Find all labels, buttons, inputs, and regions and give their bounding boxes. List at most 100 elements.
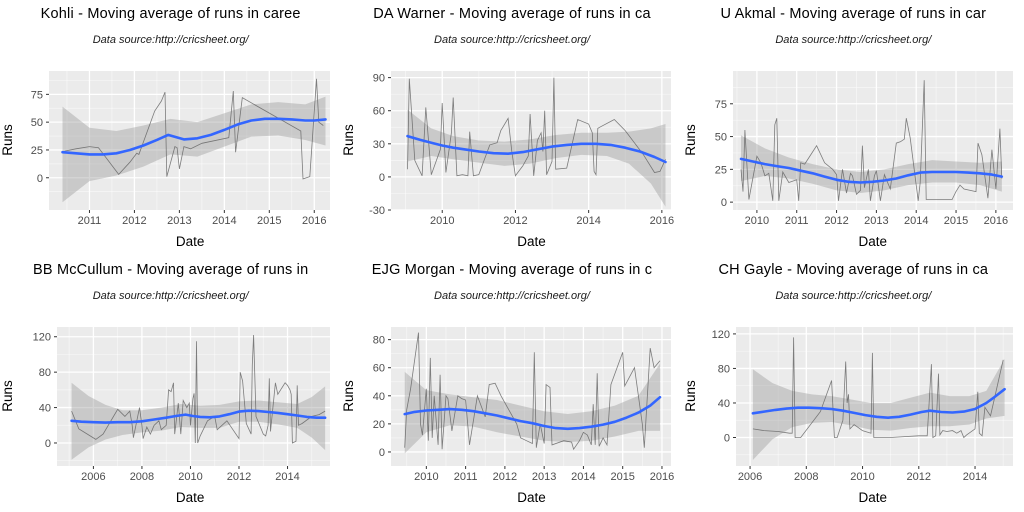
y-axis-label: Runs [682, 380, 698, 412]
runs-line [404, 332, 661, 451]
plot-area-u-akmal: 2010 2011 2012 2013 2014 2015 2016 0 25 50 75 [714, 71, 1013, 227]
y-tick-label: 0 [379, 172, 385, 184]
confidence-band [740, 135, 1002, 193]
x-tick-label: 2013 [167, 215, 191, 227]
y-tick-label: 75 [714, 99, 726, 111]
y-tick-label: 30 [373, 139, 385, 151]
confidence-band [752, 358, 1005, 460]
x-tick-label: 2006 [737, 471, 761, 483]
y-tick-label: 80 [39, 367, 51, 379]
chart-title: CH Gayle - Moving average of runs in ca [718, 262, 989, 278]
x-tick-label: 2012 [227, 471, 251, 483]
runs-line [407, 77, 667, 177]
x-tick-label: 2010 [430, 215, 454, 227]
y-tick-label: 0 [721, 197, 727, 209]
x-tick-label: 2016 [302, 215, 326, 227]
plot-area-kohli: 2011 2012 2013 2014 2015 2016 0 25 50 75 [31, 71, 330, 227]
runs-line [71, 334, 326, 444]
x-axis-label: Date [858, 234, 888, 249]
x-tick-label: 2012 [493, 471, 517, 483]
y-tick-label: 0 [37, 173, 43, 185]
plot-area-da-warner: 2010 2012 2014 2016 -30 0 30 60 90 [369, 71, 674, 227]
x-axis-label: Date [175, 490, 205, 505]
y-axis-label: Runs [341, 380, 357, 412]
y-axis-label: Runs [0, 380, 15, 412]
y-axis-label: Runs [682, 124, 698, 156]
plot-area-bb-mccullum: 2006 2008 2010 2012 2014 0 40 80 120 [33, 327, 330, 483]
y-tick-label: 90 [373, 73, 385, 85]
chart-subtitle: Data source:http://cricsheet.org/ [434, 34, 590, 46]
plot-area-ejg-morgan: 2010 2011 2012 2013 2014 2015 2016 0 20 40 60 80 [373, 327, 675, 483]
plot-area-ch-gayle: 2006 2008 2010 2012 2014 0 40 80 120 [711, 327, 1013, 483]
y-tick-label: 80 [373, 335, 385, 347]
chart-title: DA Warner - Moving average of runs in ca [373, 6, 651, 22]
moving-average-line [403, 395, 662, 431]
x-tick-label: 2014 [572, 471, 596, 483]
x-tick-label: 2012 [122, 215, 146, 227]
chart-subtitle: Data source:http://cricsheet.org/ [775, 290, 932, 302]
y-tick-label: -30 [369, 205, 385, 217]
x-tick-label: 2014 [962, 471, 986, 483]
confidence-band [407, 109, 666, 207]
y-tick-label: 25 [31, 145, 43, 157]
x-axis-label: Date [517, 234, 546, 249]
y-tick-label: 20 [373, 419, 385, 431]
chart-ch-gayle: 2006 2008 2010 2012 2014 0 40 80 120 CH Gayle - … [683, 256, 1024, 512]
x-tick-label: 2006 [81, 471, 105, 483]
x-tick-label: 2013 [864, 215, 888, 227]
chart-title: EJG Morgan - Moving average of runs in c [371, 262, 653, 278]
chart-bb-mccullum: 2006 2008 2010 2012 2014 0 40 80 120 BB McCullum… [0, 256, 341, 512]
x-tick-label: 2014 [212, 215, 236, 227]
runs-line [752, 337, 1004, 439]
x-tick-label: 2010 [178, 471, 202, 483]
x-tick-label: 2011 [785, 215, 809, 227]
x-tick-label: 2013 [532, 471, 556, 483]
y-tick-label: 0 [379, 447, 385, 459]
x-tick-label: 2014 [904, 215, 928, 227]
chart-title: BB McCullum - Moving average of runs in [32, 262, 309, 278]
confidence-band [71, 382, 326, 460]
x-axis-label: Date [858, 490, 888, 505]
x-tick-label: 2008 [130, 471, 154, 483]
y-tick-label: 80 [717, 363, 729, 375]
chart-subtitle: Data source:http://cricsheet.org/ [775, 34, 932, 46]
x-tick-label: 2010 [850, 471, 874, 483]
y-tick-label: 60 [373, 363, 385, 375]
y-tick-label: 50 [31, 117, 43, 129]
y-tick-label: 120 [33, 332, 51, 344]
x-tick-label: 2011 [78, 215, 102, 227]
y-axis-label: Runs [341, 124, 357, 156]
x-tick-label: 2015 [611, 471, 635, 483]
moving-average-line [406, 134, 668, 164]
moving-average-line [61, 117, 327, 156]
chart-subtitle: Data source:http://cricsheet.org/ [92, 34, 249, 46]
runs-line [64, 78, 324, 180]
x-tick-label: 2008 [794, 471, 818, 483]
x-tick-label: 2012 [906, 471, 930, 483]
y-tick-label: 40 [39, 403, 51, 415]
y-tick-label: 75 [31, 89, 43, 101]
y-axis-label: Runs [0, 124, 15, 156]
y-tick-label: 25 [714, 164, 726, 176]
x-tick-label: 2012 [824, 215, 848, 227]
chart-ejg-morgan: 2010 2011 2012 2013 2014 2015 2016 0 20 40 60 80 EJ… [341, 256, 682, 512]
chart-title: Kohli - Moving average of runs in caree [40, 6, 301, 22]
x-tick-label: 2016 [650, 215, 674, 227]
chart-da-warner: 2010 2012 2014 2016 -30 0 30 60 90 DA Warner - M… [341, 0, 682, 256]
y-tick-label: 50 [714, 132, 726, 144]
x-tick-label: 2014 [577, 215, 601, 227]
confidence-band [62, 96, 326, 203]
y-tick-label: 40 [717, 398, 729, 410]
chart-kohli: 2011 2012 2013 2014 2015 2016 0 25 50 75 Kohli - … [0, 0, 341, 256]
y-tick-label: 120 [711, 329, 729, 341]
chart-subtitle: Data source:http://cricsheet.org/ [434, 290, 590, 302]
x-axis-label: Date [175, 234, 205, 249]
y-tick-label: 60 [373, 106, 385, 118]
moving-average-line [70, 409, 327, 424]
x-tick-label: 2010 [744, 215, 768, 227]
moving-average-line [739, 157, 1003, 184]
runs-line [740, 80, 1002, 201]
chart-subtitle: Data source:http://cricsheet.org/ [92, 290, 249, 302]
y-tick-label: 0 [724, 433, 730, 445]
